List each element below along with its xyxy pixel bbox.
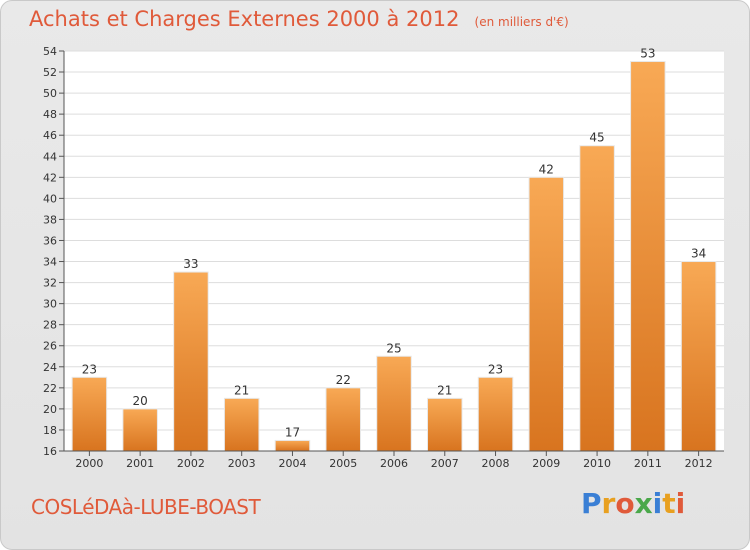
bar-value-label: 23 — [82, 362, 97, 376]
bar — [173, 271, 209, 452]
chart-title: Achats et Charges Externes 2000 à 2012 (… — [29, 7, 569, 31]
bar-value-label: 33 — [183, 257, 198, 271]
y-tick-label: 48 — [43, 108, 57, 121]
y-tick-label: 30 — [43, 298, 57, 311]
bar-value-label: 45 — [589, 131, 604, 145]
y-tick-label: 50 — [43, 87, 57, 100]
bar — [71, 376, 108, 452]
bar — [630, 61, 666, 452]
y-tick-label: 26 — [43, 340, 57, 353]
bar — [477, 376, 514, 452]
y-tick-label: 34 — [43, 256, 57, 269]
brand-letter: i — [675, 487, 686, 520]
bar — [223, 397, 260, 452]
brand-letter: t — [662, 487, 676, 520]
bar — [274, 439, 311, 452]
y-tick-label: 28 — [43, 319, 57, 332]
unit-text: (en milliers d'€) — [474, 15, 569, 29]
x-tick-label: 2011 — [634, 457, 662, 470]
bar-value-label: 34 — [691, 247, 706, 261]
brand-letter: x — [634, 487, 653, 520]
x-tick-label: 2010 — [583, 457, 611, 470]
bar-value-label: 21 — [234, 383, 249, 397]
bar-value-label: 53 — [640, 47, 655, 61]
x-tick-label: 2002 — [177, 457, 205, 470]
brand-logo: Proxiti — [581, 487, 685, 520]
y-tick-label: 18 — [43, 424, 57, 437]
y-tick-label: 54 — [43, 45, 57, 58]
bar-value-label: 42 — [539, 162, 554, 176]
title-text: Achats et Charges Externes 2000 à 2012 — [29, 7, 460, 31]
x-tick-label: 2008 — [482, 457, 510, 470]
x-tick-label: 2005 — [329, 457, 357, 470]
brand-letter: i — [652, 487, 663, 520]
bar — [680, 261, 717, 452]
brand-letter: r — [601, 487, 616, 520]
y-tick-label: 20 — [43, 403, 57, 416]
bar — [376, 355, 412, 452]
y-tick-label: 38 — [43, 213, 57, 226]
commune-name: COSLéDAà-LUBE-BOAST — [31, 495, 261, 519]
x-tick-label: 2007 — [431, 457, 459, 470]
x-tick-label: 2000 — [75, 457, 103, 470]
bar — [122, 408, 158, 452]
y-tick-label: 32 — [43, 277, 57, 290]
bar-value-label: 21 — [437, 383, 452, 397]
brand-letter: o — [615, 487, 635, 520]
y-tick-label: 40 — [43, 192, 57, 205]
x-tick-label: 2009 — [532, 457, 560, 470]
x-tick-label: 2006 — [380, 457, 408, 470]
y-tick-label: 22 — [43, 382, 57, 395]
y-tick-label: 42 — [43, 171, 57, 184]
bar — [325, 387, 361, 452]
bar-value-label: 20 — [133, 394, 148, 408]
bar — [427, 397, 463, 452]
y-tick-label: 36 — [43, 234, 57, 247]
y-tick-label: 52 — [43, 66, 57, 79]
x-tick-label: 2003 — [228, 457, 256, 470]
y-tick-label: 46 — [43, 129, 57, 142]
bar-value-label: 23 — [488, 362, 503, 376]
y-tick-label: 24 — [43, 361, 57, 374]
bar — [528, 176, 565, 452]
brand-letter: P — [581, 487, 602, 520]
bar-value-label: 22 — [336, 373, 351, 387]
y-tick-label: 44 — [43, 150, 57, 163]
x-tick-label: 2012 — [685, 457, 713, 470]
bar-value-label: 17 — [285, 425, 300, 439]
bar-value-label: 25 — [386, 341, 401, 355]
y-tick-label: 16 — [43, 445, 57, 458]
x-tick-label: 2004 — [278, 457, 306, 470]
bar — [579, 145, 615, 452]
x-tick-label: 2001 — [126, 457, 154, 470]
